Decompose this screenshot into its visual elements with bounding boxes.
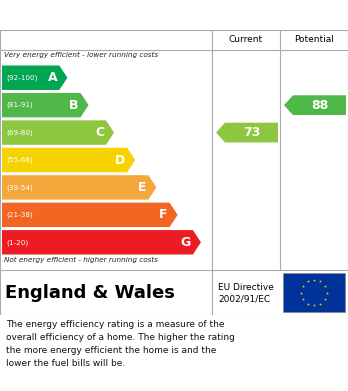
- Text: (81-91): (81-91): [6, 102, 33, 108]
- Text: E: E: [138, 181, 147, 194]
- Text: (55-68): (55-68): [6, 157, 33, 163]
- Text: C: C: [95, 126, 104, 139]
- Text: A: A: [48, 71, 57, 84]
- Polygon shape: [2, 203, 177, 227]
- Text: 2002/91/EC: 2002/91/EC: [218, 295, 270, 304]
- Text: B: B: [69, 99, 79, 112]
- Text: Very energy efficient - lower running costs: Very energy efficient - lower running co…: [4, 52, 158, 58]
- Text: Current: Current: [229, 36, 263, 45]
- Text: The energy efficiency rating is a measure of the
overall efficiency of a home. T: The energy efficiency rating is a measur…: [6, 320, 235, 368]
- Polygon shape: [216, 123, 278, 142]
- Text: (92-100): (92-100): [6, 74, 37, 81]
- Text: 88: 88: [311, 99, 328, 112]
- Polygon shape: [2, 175, 156, 200]
- Polygon shape: [284, 95, 346, 115]
- Polygon shape: [2, 230, 201, 255]
- Text: 73: 73: [243, 126, 260, 139]
- Text: Not energy efficient - higher running costs: Not energy efficient - higher running co…: [4, 257, 158, 263]
- Polygon shape: [2, 66, 68, 90]
- Text: (21-38): (21-38): [6, 212, 33, 218]
- Text: Energy Efficiency Rating: Energy Efficiency Rating: [10, 8, 202, 22]
- Bar: [283, 273, 345, 312]
- Text: Potential: Potential: [294, 36, 334, 45]
- Text: England & Wales: England & Wales: [5, 283, 175, 301]
- Text: F: F: [159, 208, 168, 221]
- Text: (39-54): (39-54): [6, 184, 33, 191]
- Text: EU Directive: EU Directive: [218, 283, 274, 292]
- Text: D: D: [115, 154, 125, 167]
- Polygon shape: [2, 93, 88, 117]
- Polygon shape: [2, 120, 114, 145]
- Text: (1-20): (1-20): [6, 239, 28, 246]
- Polygon shape: [2, 148, 135, 172]
- Text: G: G: [181, 236, 191, 249]
- Text: (69-80): (69-80): [6, 129, 33, 136]
